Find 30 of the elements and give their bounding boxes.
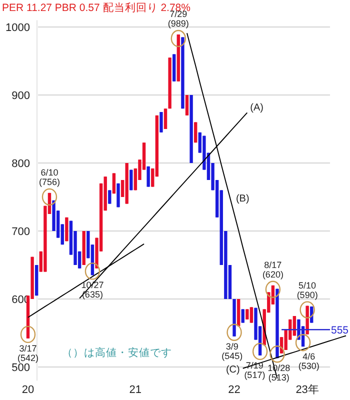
candlestick — [146, 166, 150, 188]
x-tick-label: 20 — [22, 384, 34, 396]
candlestick — [246, 308, 249, 320]
series-label: (A) — [250, 102, 264, 114]
candlestick — [164, 108, 168, 130]
series-label: (C) — [226, 364, 240, 376]
y-tick-label: 700 — [12, 226, 30, 238]
series-label: (B) — [236, 194, 250, 205]
annotation: 3/9 (545) — [222, 341, 243, 361]
annotation: （）は高値・安値です — [62, 346, 172, 359]
annotation: 4/6 (530) — [298, 352, 320, 372]
annotation: 8/17 (620) — [262, 260, 284, 280]
candlestick — [185, 94, 189, 116]
annotation: 5/10 (590) — [296, 280, 318, 300]
y-tick-label: 500 — [12, 362, 30, 374]
candlestick — [160, 112, 163, 133]
x-tick-label: 21 — [129, 384, 142, 396]
annotation: 6/10 (756) — [38, 167, 60, 187]
candlestick — [108, 190, 112, 204]
y-tick-label: 900 — [12, 90, 30, 102]
annotation: 3/17 (542) — [17, 343, 39, 363]
candlestick — [194, 122, 198, 144]
ref-line-label: 555 — [331, 324, 349, 337]
x-tick-label: 23年 — [296, 384, 319, 396]
y-tick-label: 1000 — [6, 22, 30, 34]
candlestick — [250, 306, 254, 324]
x-tick-label: 22 — [228, 384, 240, 396]
candlestick — [112, 172, 116, 194]
candlestick — [241, 308, 244, 324]
y-tick-label: 800 — [12, 158, 30, 170]
